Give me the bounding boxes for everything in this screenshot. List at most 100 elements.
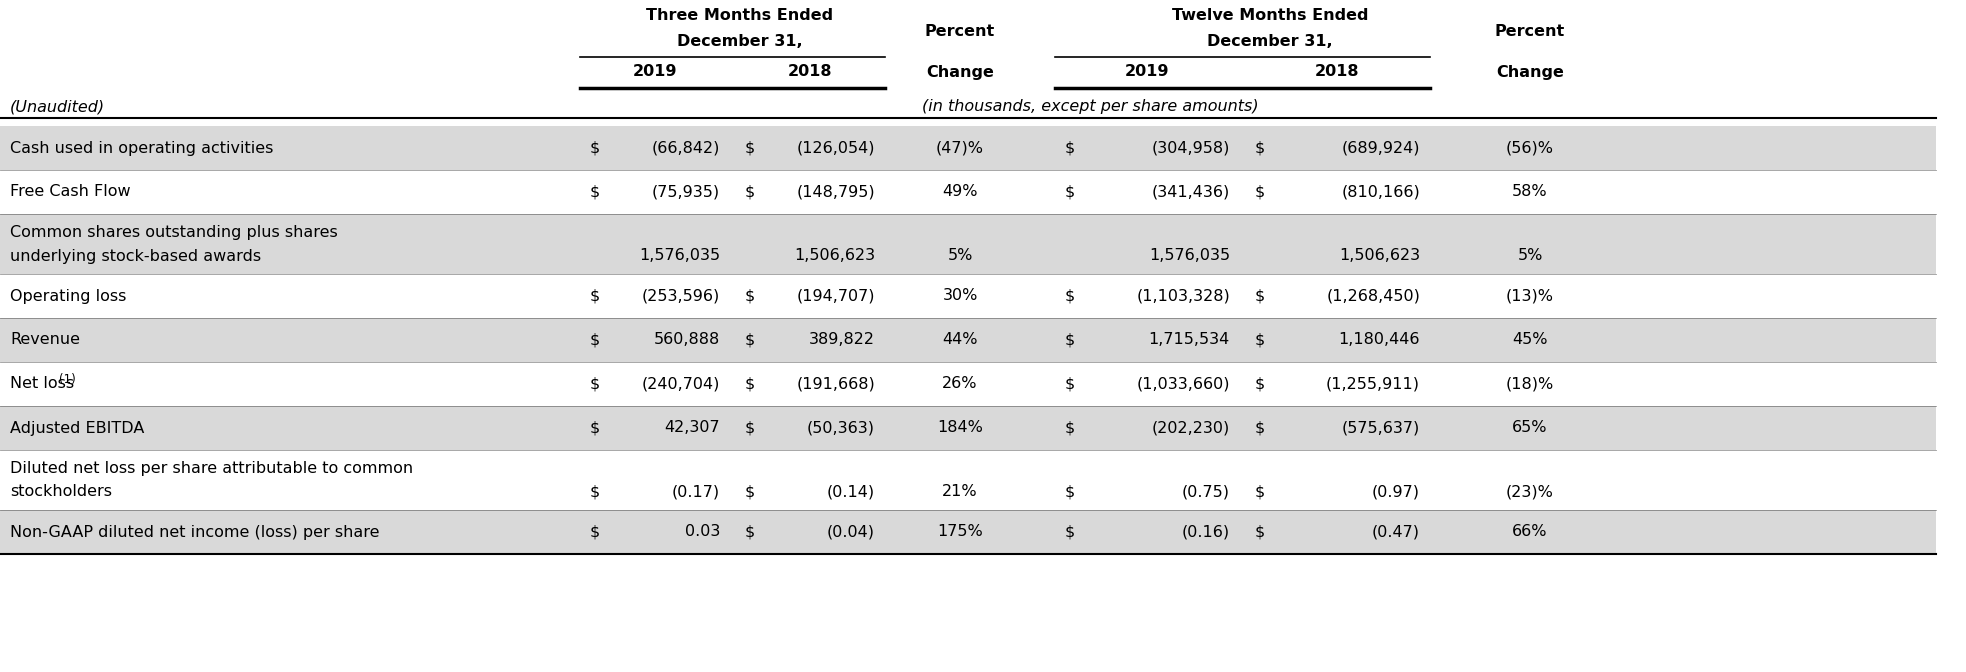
Text: 5%: 5% (948, 249, 973, 263)
Text: 42,307: 42,307 (665, 421, 720, 435)
Text: (304,958): (304,958) (1152, 140, 1231, 155)
Text: Change: Change (1496, 65, 1563, 79)
Text: 1,506,623: 1,506,623 (794, 249, 875, 263)
Text: $: $ (745, 333, 755, 347)
Text: $: $ (745, 140, 755, 155)
Text: Three Months Ended: Three Months Ended (647, 7, 834, 22)
Text: $: $ (1254, 421, 1266, 435)
Text: $: $ (1254, 485, 1266, 499)
Text: $: $ (745, 185, 755, 200)
Text: $: $ (745, 485, 755, 499)
Text: (0.47): (0.47) (1372, 525, 1419, 540)
Text: (0.17): (0.17) (672, 485, 720, 499)
Text: Operating loss: Operating loss (10, 288, 126, 304)
Text: 560,888: 560,888 (655, 333, 720, 347)
Text: $: $ (1254, 140, 1266, 155)
Text: (810,166): (810,166) (1341, 185, 1419, 200)
Text: 2019: 2019 (1125, 65, 1170, 79)
Text: 26%: 26% (942, 376, 977, 392)
Text: (191,668): (191,668) (796, 376, 875, 392)
Text: 1,715,534: 1,715,534 (1148, 333, 1231, 347)
Text: (575,637): (575,637) (1341, 421, 1419, 435)
Text: 44%: 44% (942, 333, 977, 347)
Text: $: $ (1254, 525, 1266, 540)
Text: 5%: 5% (1518, 249, 1543, 263)
Text: (126,054): (126,054) (796, 140, 875, 155)
Text: 184%: 184% (938, 421, 983, 435)
Text: (0.16): (0.16) (1182, 525, 1231, 540)
Text: (in thousands, except per share amounts): (in thousands, except per share amounts) (922, 99, 1258, 114)
Text: 21%: 21% (942, 485, 977, 499)
Text: $: $ (1066, 333, 1075, 347)
Text: Common shares outstanding plus shares: Common shares outstanding plus shares (10, 224, 338, 239)
Text: (202,230): (202,230) (1152, 421, 1231, 435)
Text: Free Cash Flow: Free Cash Flow (10, 185, 130, 200)
Text: Change: Change (926, 65, 995, 79)
Text: Diluted net loss per share attributable to common: Diluted net loss per share attributable … (10, 460, 413, 476)
Text: $: $ (590, 140, 600, 155)
Text: 66%: 66% (1512, 525, 1547, 540)
Text: $: $ (1066, 376, 1075, 392)
Bar (0, 510, 1937, 554)
Text: (1,268,450): (1,268,450) (1327, 288, 1419, 304)
Text: $: $ (745, 288, 755, 304)
Text: 49%: 49% (942, 185, 977, 200)
Text: (689,924): (689,924) (1341, 140, 1419, 155)
Bar (0, 214, 1937, 274)
Text: (50,363): (50,363) (806, 421, 875, 435)
Text: (Unaudited): (Unaudited) (10, 99, 104, 114)
Text: (1,103,328): (1,103,328) (1136, 288, 1231, 304)
Text: 175%: 175% (938, 525, 983, 540)
Text: (0.14): (0.14) (828, 485, 875, 499)
Text: $: $ (1254, 376, 1266, 392)
Text: (23)%: (23)% (1506, 485, 1553, 499)
Bar (0, 318, 1937, 362)
Text: (253,596): (253,596) (641, 288, 720, 304)
Text: (18)%: (18)% (1506, 376, 1555, 392)
Text: (1): (1) (59, 372, 77, 386)
Text: $: $ (1066, 421, 1075, 435)
Text: (194,707): (194,707) (796, 288, 875, 304)
Text: $: $ (1066, 525, 1075, 540)
Text: 2019: 2019 (633, 65, 676, 79)
Text: 1,576,035: 1,576,035 (639, 249, 720, 263)
Text: Revenue: Revenue (10, 333, 81, 347)
Text: 2018: 2018 (1315, 65, 1360, 79)
Bar (0, 126, 1937, 170)
Text: 0.03: 0.03 (684, 525, 720, 540)
Text: 65%: 65% (1512, 421, 1547, 435)
Text: 1,180,446: 1,180,446 (1339, 333, 1419, 347)
Text: (1,033,660): (1,033,660) (1136, 376, 1231, 392)
Text: $: $ (745, 421, 755, 435)
Text: (240,704): (240,704) (641, 376, 720, 392)
Text: Net loss: Net loss (10, 376, 75, 392)
Text: $: $ (590, 485, 600, 499)
Text: (341,436): (341,436) (1152, 185, 1231, 200)
Text: Percent: Percent (924, 24, 995, 40)
Text: (0.97): (0.97) (1372, 485, 1419, 499)
Text: 2018: 2018 (788, 65, 832, 79)
Text: Twelve Months Ended: Twelve Months Ended (1172, 7, 1368, 22)
Text: stockholders: stockholders (10, 485, 112, 499)
Text: $: $ (1066, 185, 1075, 200)
Text: $: $ (590, 376, 600, 392)
Text: 45%: 45% (1512, 333, 1547, 347)
Text: $: $ (590, 525, 600, 540)
Text: 30%: 30% (942, 288, 977, 304)
Text: $: $ (590, 421, 600, 435)
Text: 389,822: 389,822 (808, 333, 875, 347)
Text: 58%: 58% (1512, 185, 1547, 200)
Text: $: $ (1254, 333, 1266, 347)
Text: $: $ (1066, 485, 1075, 499)
Text: (47)%: (47)% (936, 140, 985, 155)
Text: (0.04): (0.04) (828, 525, 875, 540)
Text: Cash used in operating activities: Cash used in operating activities (10, 140, 273, 155)
Text: (75,935): (75,935) (653, 185, 720, 200)
Text: (1,255,911): (1,255,911) (1325, 376, 1419, 392)
Text: (66,842): (66,842) (651, 140, 720, 155)
Text: (148,795): (148,795) (796, 185, 875, 200)
Text: December 31,: December 31, (676, 34, 802, 50)
Text: Non-GAAP diluted net income (loss) per share: Non-GAAP diluted net income (loss) per s… (10, 525, 379, 540)
Text: $: $ (1066, 140, 1075, 155)
Text: (56)%: (56)% (1506, 140, 1553, 155)
